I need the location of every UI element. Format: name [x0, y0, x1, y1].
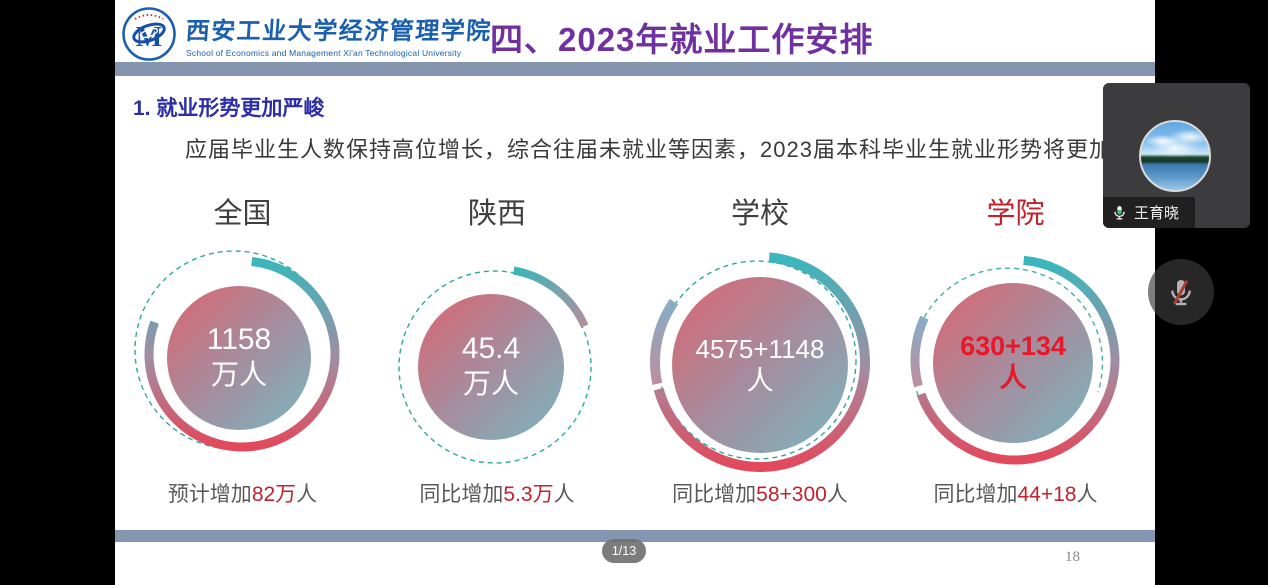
stat-column-college: 学院 — [898, 190, 1133, 520]
slide-page-number: 18 — [1065, 549, 1080, 565]
donut-value: 1158 万人 — [206, 323, 272, 390]
stat-label: 全国 — [213, 198, 272, 230]
slide-canvas: M 西安工业大学经济管理学院 School of Economics and M… — [115, 0, 1180, 585]
donut-value: 45.4 万人 — [461, 332, 521, 399]
stat-label: 学校 — [730, 198, 789, 230]
stat-caption: 预计增加82万人 — [167, 483, 318, 506]
stat-caption: 同比增加5.3万人 — [419, 483, 575, 506]
mute-button[interactable] — [1148, 259, 1214, 325]
header-logo: M 西安工业大学经济管理学院 School of Economics and M… — [121, 6, 493, 62]
participant-avatar — [1139, 120, 1211, 192]
bottom-divider-bar — [115, 530, 1155, 542]
stat-column-shaanxi: 陕西 45.4 万 — [387, 190, 607, 520]
slide-title: 四、2023年就业工作安排 — [490, 21, 874, 58]
university-emblem-icon: M — [122, 7, 176, 61]
donut-chart-college: 630+134 人 — [898, 242, 1133, 477]
org-names: 西安工业大学经济管理学院 School of Economics and Man… — [184, 11, 493, 58]
stat-label: 学院 — [986, 198, 1045, 230]
page-indicator-badge: 1/13 — [602, 539, 646, 563]
stat-column-national: 全国 1158 万 — [130, 190, 355, 520]
section-heading: 1. 就业形势更加严峻 — [133, 97, 325, 120]
participant-tile[interactable]: 王育晓 — [1103, 83, 1250, 228]
org-name-en: School of Economics and Management Xi'an… — [186, 47, 462, 58]
mic-active-icon — [1114, 206, 1125, 220]
body-paragraph: 应届毕业生人数保持高位增长，综合往届未就业等因素，2023届本科毕业生就业形势将… — [185, 137, 1181, 162]
donut-chart-school: 4575+1148 人 — [635, 240, 885, 490]
donut-chart-national: 1158 万人 — [130, 242, 355, 467]
donut-value: 4575+1148 人 — [695, 334, 825, 397]
org-name-cn: 西安工业大学经济管理学院 — [184, 18, 493, 45]
stat-label: 陕西 — [467, 198, 526, 230]
stat-caption: 同比增加58+300人 — [672, 483, 848, 506]
participant-name-bar: 王育晓 — [1103, 197, 1195, 228]
donut-chart-shaanxi: 45.4 万人 — [387, 247, 607, 467]
top-divider-bar — [115, 62, 1155, 76]
mic-muted-icon — [1171, 279, 1191, 306]
donut-value: 630+134 人 — [960, 331, 1066, 394]
stat-column-school: 学校 — [635, 190, 885, 520]
participant-name: 王育晓 — [1134, 205, 1180, 222]
stat-caption: 同比增加44+18人 — [933, 483, 1098, 506]
